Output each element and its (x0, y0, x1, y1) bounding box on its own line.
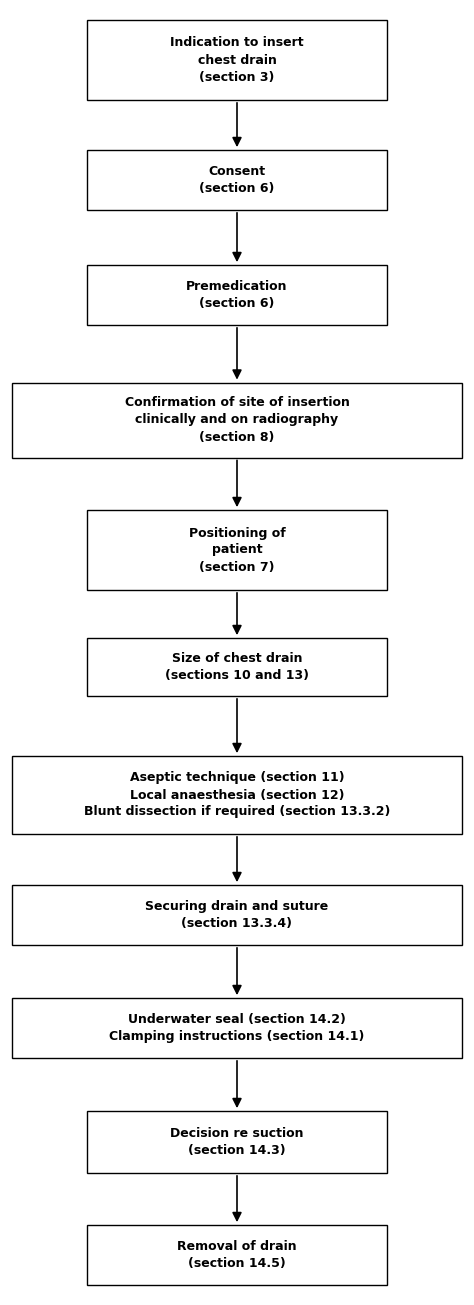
Text: Confirmation of site of insertion
clinically and on radiography
(section 8): Confirmation of site of insertion clinic… (125, 397, 349, 444)
Bar (87, 265, 387, 325)
Text: Premedication
(section 6): Premedication (section 6) (186, 281, 288, 311)
Bar (12, 382, 462, 458)
Bar (87, 20, 387, 100)
Bar (12, 756, 462, 834)
Bar (87, 638, 387, 696)
Bar (87, 1111, 387, 1173)
Text: Removal of drain
(section 14.5): Removal of drain (section 14.5) (177, 1240, 297, 1270)
Bar (87, 510, 387, 590)
Bar (87, 1225, 387, 1285)
Text: Indication to insert
chest drain
(section 3): Indication to insert chest drain (sectio… (170, 37, 304, 84)
Bar (12, 998, 462, 1058)
Text: Underwater seal (section 14.2)
Clamping instructions (section 14.1): Underwater seal (section 14.2) Clamping … (109, 1013, 365, 1043)
Text: Securing drain and suture
(section 13.3.4): Securing drain and suture (section 13.3.… (146, 900, 328, 930)
Text: Consent
(section 6): Consent (section 6) (199, 164, 275, 194)
Bar (12, 885, 462, 945)
Text: Size of chest drain
(sections 10 and 13): Size of chest drain (sections 10 and 13) (165, 652, 309, 683)
Text: Decision re suction
(section 14.3): Decision re suction (section 14.3) (170, 1128, 304, 1158)
Bar (87, 150, 387, 210)
Text: Positioning of
patient
(section 7): Positioning of patient (section 7) (189, 526, 285, 573)
Text: Aseptic technique (section 11)
Local anaesthesia (section 12)
Blunt dissection i: Aseptic technique (section 11) Local ana… (84, 771, 390, 818)
